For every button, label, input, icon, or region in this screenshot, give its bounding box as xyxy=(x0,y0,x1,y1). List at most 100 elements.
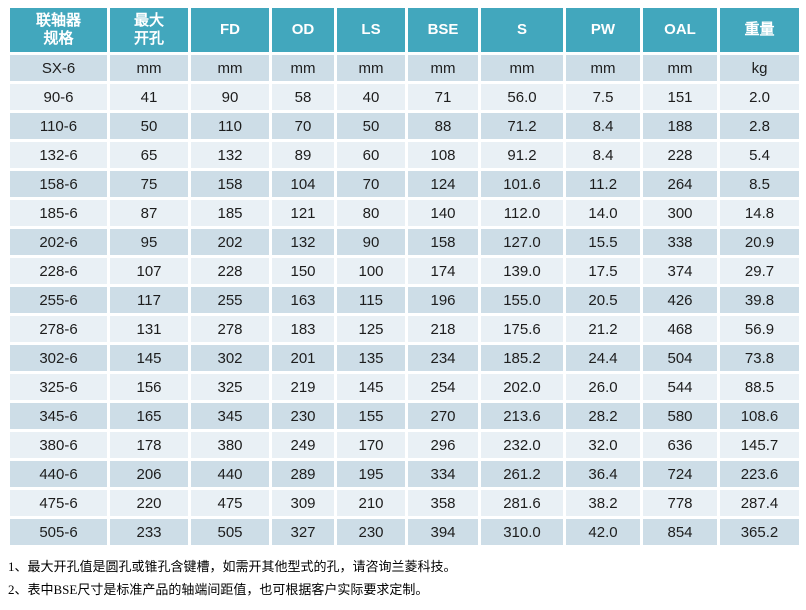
table-row: 278-6 131 278 183 125 218 175.6 21.2 468 56.9 xyxy=(10,316,799,342)
cell-ls: 90 xyxy=(337,229,405,255)
cell-fd: 228 xyxy=(191,258,269,284)
cell-ls: 40 xyxy=(337,84,405,110)
table-row: 475-6 220 475 309 210 358 281.6 38.2 778 287.4 xyxy=(10,490,799,516)
column-header-max-bore: 最大 开孔 xyxy=(110,8,188,52)
cell-pw: 32.0 xyxy=(566,432,640,458)
cell-spec: 345-6 xyxy=(10,403,107,429)
table-row: 505-6 233 505 327 230 394 310.0 42.0 854 365.2 xyxy=(10,519,799,545)
cell-bse: 234 xyxy=(408,345,478,371)
cell-od: 70 xyxy=(272,113,334,139)
cell-ls: 50 xyxy=(337,113,405,139)
cell-ls: 170 xyxy=(337,432,405,458)
cell-spec: SX-6 xyxy=(10,55,107,81)
table-row: 202-6 95 202 132 90 158 127.0 15.5 338 20.9 xyxy=(10,229,799,255)
table-header: 联轴器 规格 最大 开孔 FD OD LS BSE S PW OAL 重量 xyxy=(10,8,799,52)
cell-bse: 196 xyxy=(408,287,478,313)
cell-s: 101.6 xyxy=(481,171,563,197)
cell-weight: kg xyxy=(720,55,799,81)
cell-fd: 440 xyxy=(191,461,269,487)
cell-pw: 7.5 xyxy=(566,84,640,110)
cell-od: 309 xyxy=(272,490,334,516)
cell-fd: 325 xyxy=(191,374,269,400)
cell-pw: mm xyxy=(566,55,640,81)
cell-weight: 29.7 xyxy=(720,258,799,284)
cell-s: mm xyxy=(481,55,563,81)
cell-bse: 108 xyxy=(408,142,478,168)
cell-fd: 202 xyxy=(191,229,269,255)
cell-weight: 14.8 xyxy=(720,200,799,226)
cell-bse: 174 xyxy=(408,258,478,284)
cell-weight: 108.6 xyxy=(720,403,799,429)
cell-pw: 8.4 xyxy=(566,142,640,168)
cell-max-bore: 107 xyxy=(110,258,188,284)
cell-ls: 70 xyxy=(337,171,405,197)
cell-od: 104 xyxy=(272,171,334,197)
cell-spec: 505-6 xyxy=(10,519,107,545)
cell-od: 150 xyxy=(272,258,334,284)
cell-spec: 255-6 xyxy=(10,287,107,313)
column-header-od: OD xyxy=(272,8,334,52)
cell-oal: 724 xyxy=(643,461,717,487)
cell-max-bore: 41 xyxy=(110,84,188,110)
cell-od: 132 xyxy=(272,229,334,255)
cell-s: 310.0 xyxy=(481,519,563,545)
cell-max-bore: 50 xyxy=(110,113,188,139)
cell-max-bore: 220 xyxy=(110,490,188,516)
cell-bse: 394 xyxy=(408,519,478,545)
cell-weight: 5.4 xyxy=(720,142,799,168)
cell-od: 163 xyxy=(272,287,334,313)
cell-weight: 8.5 xyxy=(720,171,799,197)
column-header-weight: 重量 xyxy=(720,8,799,52)
cell-od: 289 xyxy=(272,461,334,487)
table-row: 325-6 156 325 219 145 254 202.0 26.0 544 88.5 xyxy=(10,374,799,400)
cell-ls: 80 xyxy=(337,200,405,226)
cell-s: 112.0 xyxy=(481,200,563,226)
cell-spec: 325-6 xyxy=(10,374,107,400)
table-row: 302-6 145 302 201 135 234 185.2 24.4 504 73.8 xyxy=(10,345,799,371)
cell-ls: 155 xyxy=(337,403,405,429)
cell-bse: mm xyxy=(408,55,478,81)
cell-fd: 132 xyxy=(191,142,269,168)
cell-od: 58 xyxy=(272,84,334,110)
cell-spec: 158-6 xyxy=(10,171,107,197)
cell-spec: 228-6 xyxy=(10,258,107,284)
cell-weight: 287.4 xyxy=(720,490,799,516)
cell-weight: 88.5 xyxy=(720,374,799,400)
cell-ls: 230 xyxy=(337,519,405,545)
column-header-spec: 联轴器 规格 xyxy=(10,8,107,52)
cell-fd: 302 xyxy=(191,345,269,371)
cell-max-bore: 178 xyxy=(110,432,188,458)
cell-bse: 218 xyxy=(408,316,478,342)
cell-spec: 278-6 xyxy=(10,316,107,342)
cell-pw: 38.2 xyxy=(566,490,640,516)
coupling-spec-table: 联轴器 规格 最大 开孔 FD OD LS BSE S PW OAL 重量 SX-6 mm mm mm m… xyxy=(7,5,802,548)
cell-pw: 24.4 xyxy=(566,345,640,371)
cell-s: 155.0 xyxy=(481,287,563,313)
cell-bse: 71 xyxy=(408,84,478,110)
cell-spec: 440-6 xyxy=(10,461,107,487)
cell-od: 183 xyxy=(272,316,334,342)
cell-spec: 475-6 xyxy=(10,490,107,516)
cell-oal: 468 xyxy=(643,316,717,342)
cell-spec: 302-6 xyxy=(10,345,107,371)
cell-fd: mm xyxy=(191,55,269,81)
units-row: SX-6 mm mm mm mm mm mm mm mm kg xyxy=(10,55,799,81)
cell-bse: 270 xyxy=(408,403,478,429)
column-header-fd: FD xyxy=(191,8,269,52)
column-header-s: S xyxy=(481,8,563,52)
cell-ls: 135 xyxy=(337,345,405,371)
cell-spec: 110-6 xyxy=(10,113,107,139)
table-row: 440-6 206 440 289 195 334 261.2 36.4 724 223.6 xyxy=(10,461,799,487)
table-row: 228-6 107 228 150 100 174 139.0 17.5 374 29.7 xyxy=(10,258,799,284)
cell-s: 213.6 xyxy=(481,403,563,429)
cell-bse: 140 xyxy=(408,200,478,226)
table-body: SX-6 mm mm mm mm mm mm mm mm kg 90-6 41 90 58 40 71 56.0… xyxy=(10,55,799,545)
cell-s: 71.2 xyxy=(481,113,563,139)
cell-od: 219 xyxy=(272,374,334,400)
cell-max-bore: 145 xyxy=(110,345,188,371)
footnote-1: 1、最大开孔值是圆孔或锥孔含键槽，如需开其他型式的孔，请咨询兰菱科技。 xyxy=(8,559,457,574)
cell-max-bore: 95 xyxy=(110,229,188,255)
cell-pw: 26.0 xyxy=(566,374,640,400)
cell-pw: 8.4 xyxy=(566,113,640,139)
